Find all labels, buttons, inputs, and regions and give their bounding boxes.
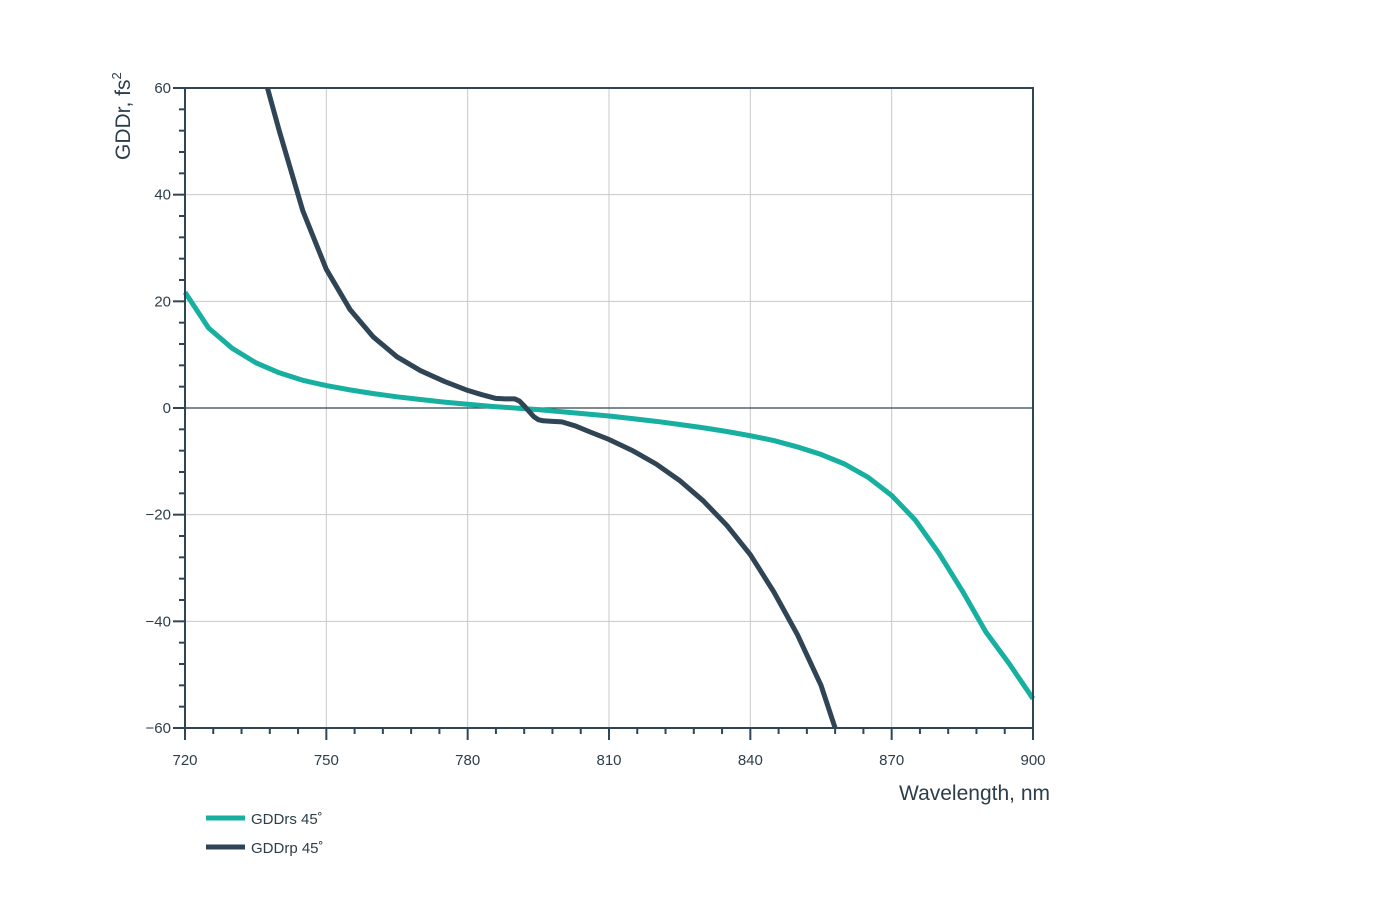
- y-tick-label: −40: [146, 613, 171, 630]
- y-axis-title: GDDr, fs2: [109, 72, 135, 160]
- series-line-0: [182, 290, 1036, 701]
- series-line-1: [265, 87, 838, 729]
- series-layer: [182, 87, 1036, 729]
- x-tick-label: 720: [172, 752, 197, 769]
- y-tick-label: −20: [146, 507, 171, 524]
- x-axis-title: Wavelength, nm: [899, 782, 1050, 805]
- y-axis-title-superscript: 2: [109, 72, 124, 79]
- x-tick-label: 750: [314, 752, 339, 769]
- y-tick-label: 40: [154, 187, 171, 204]
- x-tick-label: 810: [596, 752, 621, 769]
- y-axis-title-main: GDDr, fs: [112, 79, 135, 160]
- y-tick-label: 60: [154, 80, 171, 97]
- x-tick-label: 840: [738, 752, 763, 769]
- y-tick-label: 0: [163, 400, 171, 417]
- y-tick-label: −60: [146, 720, 171, 737]
- x-tick-label: 780: [455, 752, 480, 769]
- x-tick-label: 900: [1020, 752, 1045, 769]
- y-tick-label: 20: [154, 293, 171, 310]
- tick-layer: [173, 87, 1034, 740]
- legend: GDDrs 45˚ GDDrp 45˚: [206, 811, 324, 857]
- legend-label-gddrs: GDDrs 45˚: [251, 811, 323, 828]
- x-tick-label: 870: [879, 752, 904, 769]
- legend-label-gddrp: GDDrp 45˚: [251, 840, 324, 857]
